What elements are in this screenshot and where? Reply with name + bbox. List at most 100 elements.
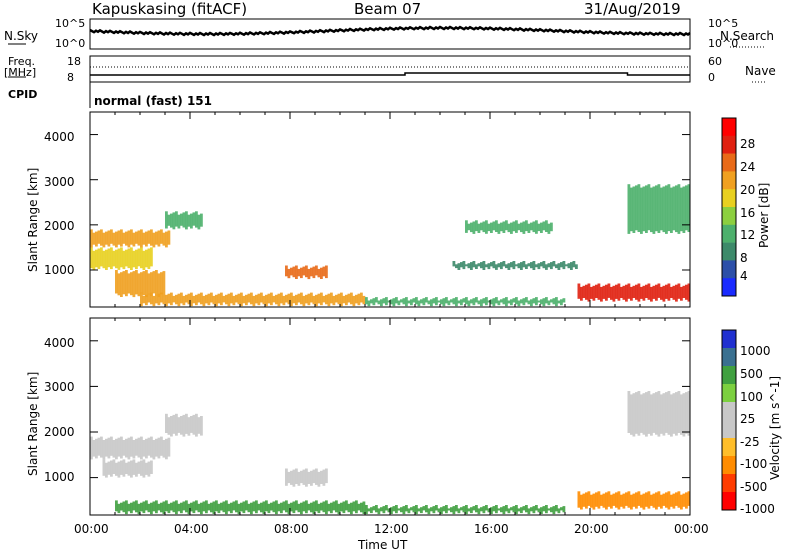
power-scatter-cell	[447, 300, 451, 306]
power-scatter-cell	[672, 285, 676, 300]
power-scatter-cell	[500, 299, 503, 303]
velocity-scatter-cell	[117, 437, 121, 457]
velocity-scatter-cell	[647, 491, 651, 509]
power-scatter-cell	[357, 293, 361, 306]
power-scatter-cell	[407, 300, 411, 304]
power-scatter-cell	[145, 270, 148, 298]
power-scatter-cell	[625, 284, 628, 302]
velocity-scatter-cell	[232, 501, 236, 511]
velocity-scatter-cell	[537, 508, 541, 513]
power-scatter-cell	[92, 250, 96, 270]
velocity-scatter-cell	[115, 500, 118, 512]
velocity-scatter-cell	[480, 507, 483, 512]
velocity-scatter-cell	[162, 501, 166, 514]
velocity-scatter-cell	[307, 503, 311, 511]
velocity-scatter-cell	[687, 391, 691, 436]
power-scatter-cell	[605, 284, 608, 301]
velocity-scatter-cell	[465, 505, 468, 515]
power-scatter-cell	[377, 300, 381, 305]
power-scatter-cell	[617, 283, 621, 301]
power-scatter-cell	[545, 264, 548, 270]
velocity-scatter-cell	[105, 462, 108, 478]
power-scatter-cell	[210, 292, 213, 303]
power-scatter-cell	[140, 229, 143, 248]
power-scatter-cell	[627, 184, 631, 234]
power-scatter-cell	[115, 231, 118, 248]
x-tick: 20:00	[574, 522, 609, 536]
freq-tick-top: 18	[67, 55, 81, 68]
velocity-scatter-cell	[655, 392, 658, 435]
power-scatter-cell	[452, 261, 456, 267]
power-scatter-cell	[390, 299, 393, 305]
velocity-scatter-cell	[550, 507, 553, 513]
power-scatter-cell	[142, 232, 146, 245]
power-scatter-cell	[367, 300, 371, 307]
velocity-scatter-cell	[682, 393, 686, 437]
power-scatter-cell	[125, 249, 128, 267]
velocity-scatter-cell	[200, 502, 203, 515]
power-scatter-cell	[497, 300, 501, 306]
power-scatter-cell	[117, 273, 121, 296]
power-scatter-cell	[277, 293, 281, 307]
power-scatter-cell	[467, 300, 471, 307]
velocity-scatter-cell	[247, 503, 251, 513]
velocity-scatter-cell	[637, 391, 641, 436]
power-scatter-cell	[265, 294, 268, 307]
power-scatter-cell	[162, 295, 166, 305]
velocity-scatter-cell	[255, 500, 258, 514]
power-scatter-cell	[607, 283, 611, 298]
power-scatter-cell	[90, 229, 93, 248]
x-axis-label: Time UT	[358, 538, 408, 552]
power-scatter-cell	[510, 262, 513, 268]
velocity-scatter-cell	[147, 503, 151, 513]
power-scatter-cell	[140, 247, 143, 269]
power-scatter-cell	[352, 295, 356, 307]
velocity-scatter-cell	[482, 506, 486, 514]
power-scatter-cell	[547, 263, 551, 268]
velocity-cbar-tick: 100	[740, 390, 763, 404]
velocity-scatter-cell	[115, 462, 118, 476]
velocity-scatter-cell	[312, 469, 316, 484]
velocity-scatter-cell	[177, 417, 181, 433]
power-scatter-cell	[170, 213, 173, 228]
velocity-scatter-cell	[602, 493, 606, 508]
velocity-scatter-cell	[300, 502, 303, 515]
power-scatter-cell	[135, 249, 138, 270]
power-scatter-cell	[207, 293, 211, 306]
power-scatter-cell	[457, 300, 461, 304]
velocity-scatter-cell	[345, 500, 348, 511]
velocity-scatter-cell	[472, 506, 476, 511]
velocity-scatter-cell	[322, 469, 326, 486]
power-scatter-cell	[257, 293, 261, 306]
velocity-scatter-cell	[90, 436, 93, 460]
power-colorbar-segment	[722, 278, 736, 297]
power-scatter-cell	[255, 294, 258, 304]
station-title: Kapuskasing (fitACF)	[92, 0, 248, 18]
velocity-scatter-cell	[300, 470, 303, 484]
x-tick: 12:00	[374, 522, 409, 536]
velocity-scatter-cell	[157, 503, 161, 511]
power-scatter-cell	[545, 297, 548, 304]
velocity-scatter-cell	[637, 491, 641, 506]
velocity-scatter-cell	[260, 502, 263, 513]
velocity-scatter-cell	[432, 506, 436, 514]
power-ytick: 1000	[44, 263, 75, 277]
velocity-scatter-cell	[220, 502, 223, 511]
velocity-scatter-cell	[667, 491, 671, 510]
noise-tick-right-top: 10^5	[708, 17, 739, 30]
velocity-scatter-cell	[140, 460, 143, 476]
velocity-scatter-cell	[100, 436, 103, 458]
power-scatter-cell	[492, 261, 496, 269]
power-scatter-cell	[635, 284, 638, 300]
power-scatter-cell	[512, 261, 516, 270]
power-scatter-cell	[560, 299, 563, 306]
power-scatter-cell	[177, 214, 181, 229]
power-scatter-cell	[137, 273, 141, 297]
power-scatter-cell	[312, 295, 316, 305]
velocity-scatter-cell	[302, 469, 306, 485]
velocity-scatter-cell	[140, 436, 143, 460]
power-scatter-cell	[495, 264, 498, 270]
power-scatter-cell	[112, 250, 116, 267]
velocity-scatter-cell	[642, 493, 646, 510]
power-scatter-cell	[465, 220, 468, 233]
